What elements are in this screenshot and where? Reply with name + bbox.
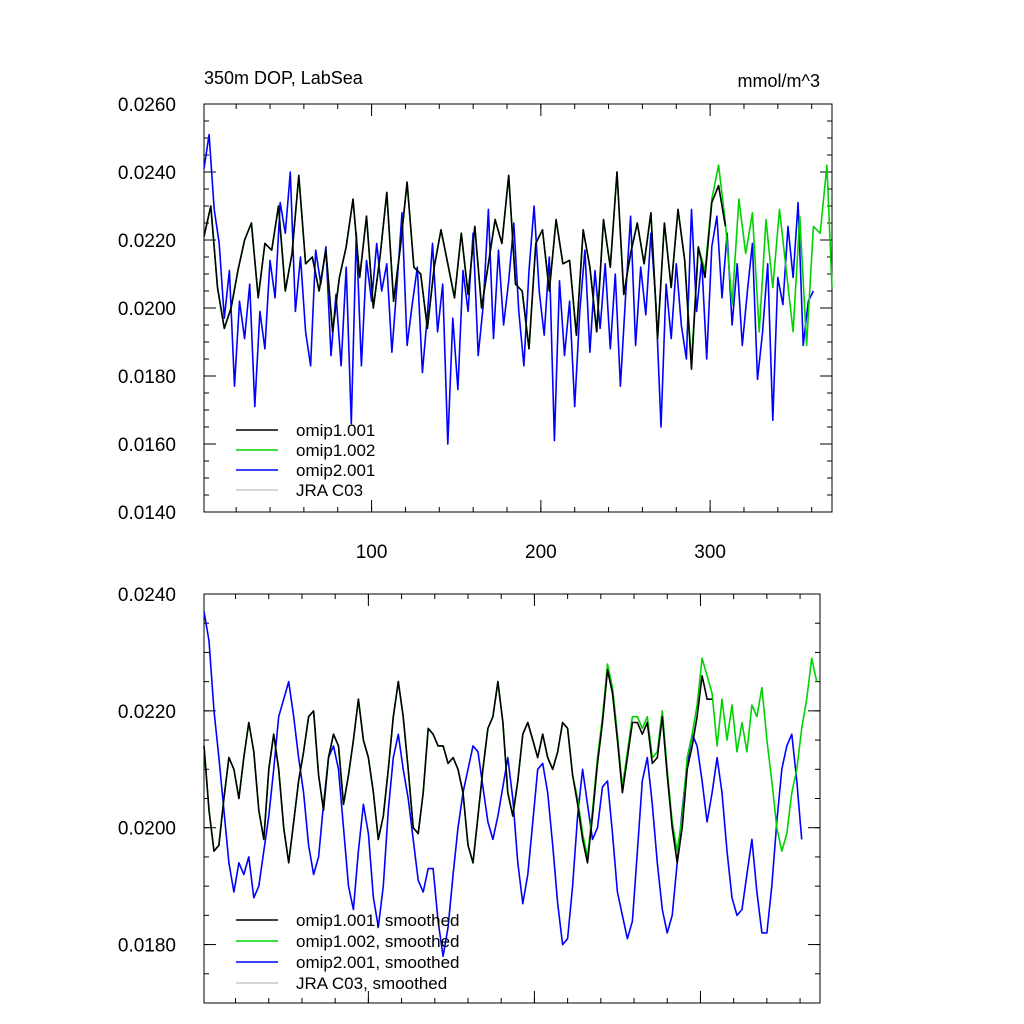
legend-label: JRA C03, smoothed [296, 974, 447, 993]
series-line-omip2-001 [203, 133, 815, 445]
x-tick-label: 100 [356, 542, 388, 563]
top-panel-units: mmol/m^3 [738, 71, 820, 91]
legend-label: omip1.001, smoothed [296, 911, 460, 930]
y-tick-label: 0.0200 [118, 299, 176, 320]
y-tick-label: 0.0220 [118, 231, 176, 252]
y-tick-label: 0.0160 [118, 435, 176, 456]
y-tick-label: 0.0260 [118, 95, 176, 116]
y-tick-label: 0.0180 [118, 936, 176, 957]
legend-label: JRA C03 [296, 481, 363, 500]
series-line-omip2-001-smoothed [203, 611, 803, 958]
top-ticks: 0.0140 0.0160 0.0180 0.0200 0.0220 0.0240 0.02… [118, 95, 832, 563]
y-tick-label: 0.0240 [118, 585, 176, 606]
top-panel-title: 350m DOP, LabSea [204, 68, 364, 88]
series-line-omip1-001 [203, 171, 727, 371]
bottom-series [203, 611, 818, 958]
legend-label: omip2.001, smoothed [296, 953, 460, 972]
y-tick-label: 0.0240 [118, 163, 176, 184]
series-line-omip1-001-smoothed [203, 669, 713, 864]
y-tick-label: 0.0200 [118, 819, 176, 840]
legend-label: omip1.002, smoothed [296, 932, 460, 951]
legend-label: omip1.002 [296, 441, 375, 460]
bottom-panel: 0.0180 0.0200 0.0220 0.0240 omip1.001, smoo… [118, 585, 821, 1004]
top-panel: 350m DOP, LabSea mmol/m^3 0.01400.01600.… [118, 68, 833, 563]
y-tick-label: 0.0180 [118, 367, 176, 388]
bottom-ticks: 0.0180 0.0200 0.0220 0.0240 [118, 585, 820, 1004]
y-tick-label: 0.0140 [118, 503, 176, 524]
x-tick-label: 200 [525, 542, 557, 563]
top-series [203, 133, 833, 445]
y-tick-label: 0.0220 [118, 702, 176, 723]
x-tick-label: 300 [694, 542, 726, 563]
bottom-legend: omip1.001, smoothed omip1.002, smoothed om… [236, 911, 460, 993]
legend-label: omip1.001 [296, 421, 375, 440]
legend-label: omip2.001 [296, 461, 375, 480]
